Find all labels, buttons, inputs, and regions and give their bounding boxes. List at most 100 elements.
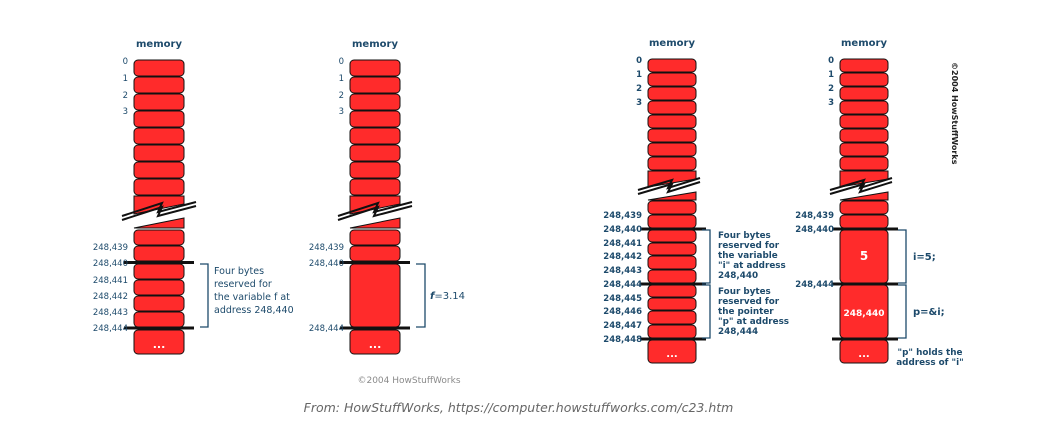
statement-assign-i: i=5; xyxy=(913,252,936,263)
memory-cell xyxy=(839,100,889,115)
address-label: 1 xyxy=(339,74,344,84)
address-label: 0 xyxy=(339,57,344,67)
svg-text:the pointer: the pointer xyxy=(718,307,774,317)
address-label: 3 xyxy=(339,107,344,117)
address-label: 248,444 xyxy=(309,324,344,334)
memory-cell xyxy=(349,229,401,246)
memory-cell xyxy=(647,310,697,325)
memory-cell xyxy=(133,245,185,262)
address-label: 248,440 xyxy=(309,259,344,269)
memory-column-top xyxy=(133,59,185,215)
svg-text:the variable f at: the variable f at xyxy=(214,292,290,303)
memory-cell xyxy=(839,142,889,157)
address-label: 0 xyxy=(828,56,834,66)
address-label: 248,439 xyxy=(309,243,344,253)
high-address-labels: 248,439 248,440 248,444 xyxy=(795,211,834,290)
address-label: 248,442 xyxy=(603,252,642,262)
break-symbol xyxy=(121,205,197,221)
memory-cell xyxy=(839,214,889,229)
float-value-label: f=3.14 xyxy=(430,291,465,302)
memory-cell xyxy=(349,127,401,145)
diagram-2-float-value: memory ... 0 1 2 3 xyxy=(309,39,465,355)
bracket-int xyxy=(898,229,907,284)
address-label: 3 xyxy=(123,107,128,117)
svg-text:248,444: 248,444 xyxy=(718,327,758,337)
address-label: 1 xyxy=(123,74,128,84)
address-label: 248,442 xyxy=(93,292,128,302)
address-label: 248,443 xyxy=(93,308,128,318)
address-label: 2 xyxy=(339,91,344,101)
memory-cell xyxy=(839,72,889,87)
ellipsis-text: ... xyxy=(858,349,869,360)
memory-cell xyxy=(839,86,889,101)
ellipsis-text: ... xyxy=(153,338,166,351)
bracket xyxy=(200,263,209,328)
memory-cell xyxy=(133,110,185,128)
memory-column-bottom: 5 248,440 ... xyxy=(839,191,889,364)
address-label: 248,439 xyxy=(93,243,128,253)
address-label: 1 xyxy=(828,70,834,80)
bracket-pointer xyxy=(898,284,907,339)
memory-cell xyxy=(133,311,185,328)
memory-cell-ellipsis xyxy=(349,329,401,355)
memory-cell xyxy=(349,245,401,262)
memory-cell xyxy=(647,72,697,87)
address-label: 248,440 xyxy=(603,225,642,235)
memory-cell xyxy=(133,178,185,196)
memory-cell-ellipsis xyxy=(133,329,185,355)
memory-cell xyxy=(133,229,185,246)
break-symbol xyxy=(637,181,701,195)
memory-cell xyxy=(647,58,697,73)
bracket-int xyxy=(702,229,711,284)
low-address-labels: 0 1 2 3 xyxy=(123,57,128,117)
note-pointer: Four bytes reserved for the pointer "p" … xyxy=(718,287,789,337)
address-label: 2 xyxy=(636,84,642,94)
address-label: 248,444 xyxy=(93,324,128,334)
memory-cell xyxy=(839,128,889,143)
address-label: 0 xyxy=(636,56,642,66)
memory-cell xyxy=(349,59,401,77)
address-label: 248,441 xyxy=(93,276,128,286)
note-text: Four bytes reserved for the variable f a… xyxy=(214,266,294,316)
memory-cell xyxy=(349,144,401,162)
memory-cell xyxy=(839,58,889,73)
memory-cell xyxy=(647,255,697,270)
svg-text:"p" at address: "p" at address xyxy=(718,317,789,327)
source-caption: From: HowStuffWorks, https://computer.ho… xyxy=(303,400,734,415)
memory-cell xyxy=(133,144,185,162)
bracket-pointer xyxy=(702,284,711,339)
note-int: Four bytes reserved for the variable "i"… xyxy=(718,231,786,281)
svg-text:Four bytes: Four bytes xyxy=(214,266,264,277)
memory-cell xyxy=(349,178,401,196)
ellipsis-text: ... xyxy=(666,349,677,360)
svg-text:Four bytes: Four bytes xyxy=(718,231,771,241)
diagram-1-float-variable: memory ... 0 xyxy=(93,39,294,355)
memory-cell xyxy=(133,93,185,111)
copyright-vertical: ©2004 HowStuffWorks xyxy=(950,62,959,165)
memory-cell xyxy=(647,284,697,298)
break-symbol xyxy=(337,205,413,221)
address-label: 1 xyxy=(636,70,642,80)
memory-cell-broken xyxy=(839,191,889,201)
break-symbol xyxy=(829,181,893,195)
memory-cell xyxy=(647,229,697,243)
ellipsis-text: ... xyxy=(369,338,382,351)
address-label: 2 xyxy=(828,84,834,94)
memory-heading: memory xyxy=(352,39,398,50)
memory-cell xyxy=(133,295,185,312)
memory-cell xyxy=(647,242,697,256)
memory-heading: memory xyxy=(841,38,887,49)
bracket xyxy=(416,263,426,328)
memory-cell xyxy=(133,127,185,145)
pointer-note: address of "i" xyxy=(896,358,963,368)
high-address-labels: 248,439 248,440 248,444 xyxy=(309,243,344,334)
pointer-p-value: 248,440 xyxy=(844,309,885,319)
svg-text:the variable: the variable xyxy=(718,251,778,261)
memory-cell xyxy=(647,128,697,143)
memory-cell xyxy=(647,200,697,215)
memory-column-bottom: ... xyxy=(349,217,401,355)
memory-column-top xyxy=(839,58,889,188)
memory-cell xyxy=(647,114,697,129)
address-label: 248,441 xyxy=(603,239,642,249)
memory-column-top xyxy=(647,58,697,188)
